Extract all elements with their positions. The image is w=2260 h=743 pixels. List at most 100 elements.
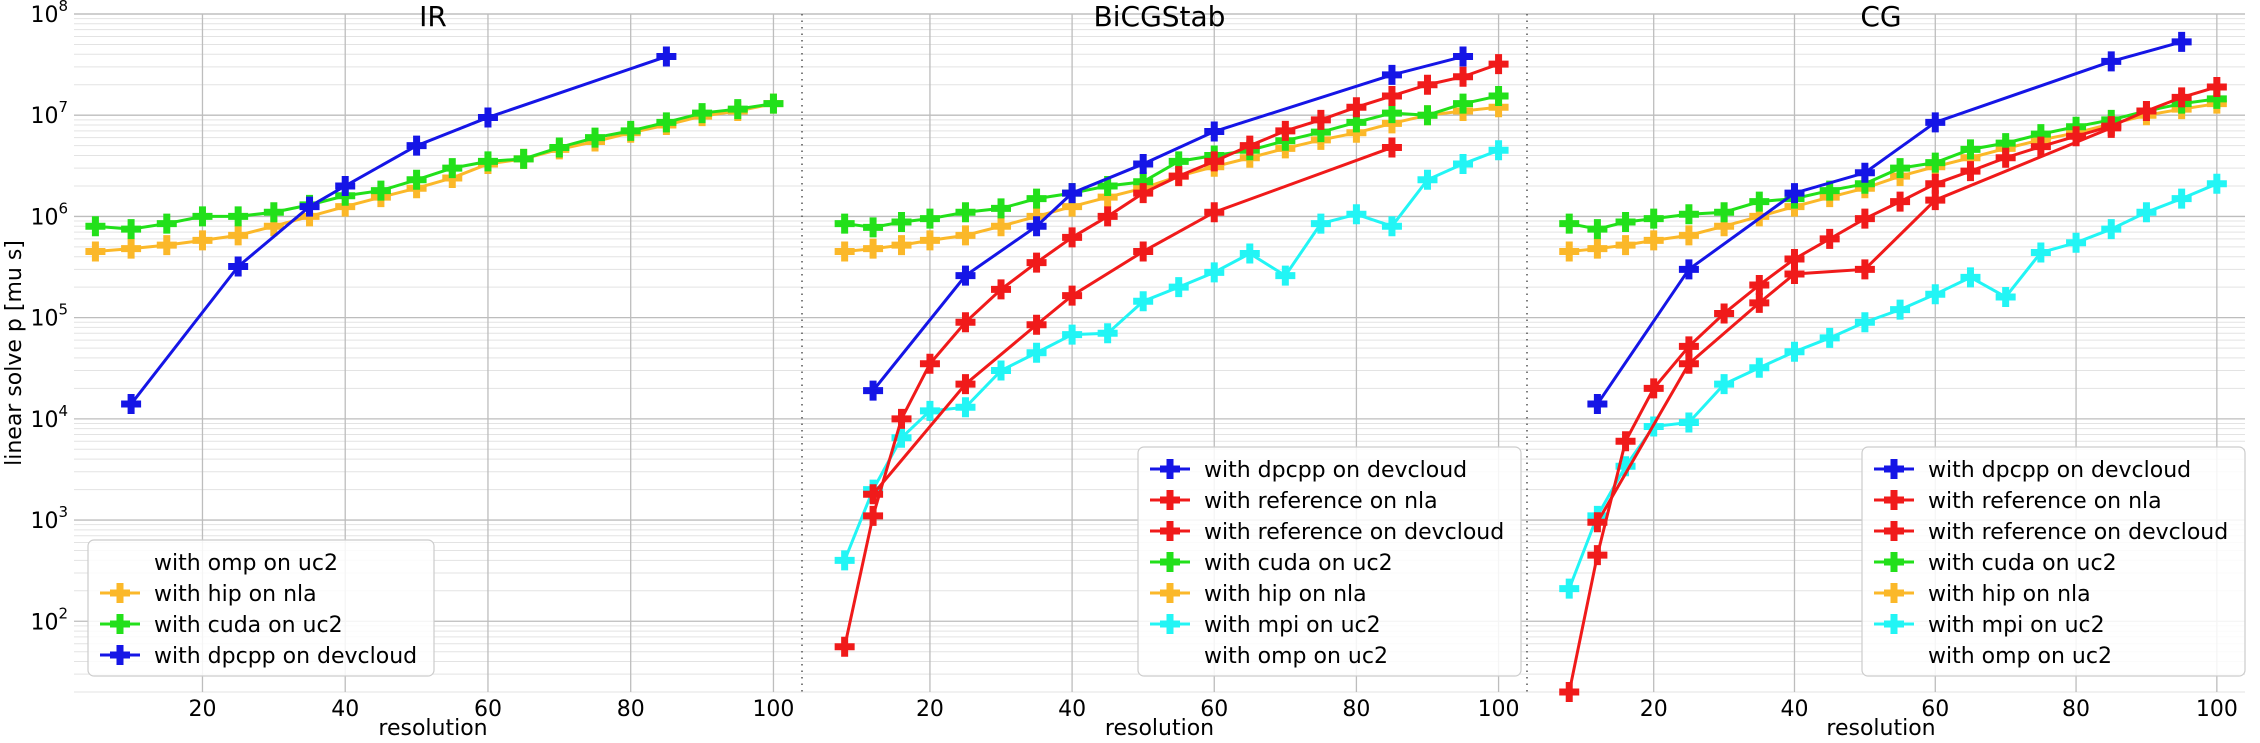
data-point bbox=[1678, 259, 1699, 280]
data-point bbox=[121, 394, 142, 415]
data-point bbox=[1381, 216, 1402, 237]
legend-item: with reference on devcloud bbox=[1874, 520, 2228, 545]
data-point bbox=[834, 213, 855, 234]
legend-swatch-marker bbox=[1884, 583, 1904, 603]
data-point bbox=[2066, 232, 2087, 253]
data-point bbox=[1310, 213, 1331, 234]
series-with-mpi-on-uc2 bbox=[834, 140, 1509, 571]
legend: with omp on uc2 with hip on nla with cuda … bbox=[87, 539, 435, 677]
data-point bbox=[1784, 263, 1805, 284]
data-point bbox=[370, 180, 391, 201]
legend-item: with hip on nla bbox=[1874, 582, 2091, 607]
data-point bbox=[121, 238, 142, 259]
data-point bbox=[1026, 188, 1047, 209]
legend-label: with omp on uc2 bbox=[154, 551, 338, 576]
data-point bbox=[1417, 74, 1438, 95]
legend-label: with cuda on uc2 bbox=[1928, 551, 2117, 576]
legend-swatch-marker bbox=[1160, 583, 1180, 603]
legend-label: with cuda on uc2 bbox=[154, 613, 343, 638]
y-tick-label: 107 bbox=[30, 98, 68, 129]
data-point bbox=[1925, 190, 1946, 211]
series-with-cuda-on-uc2 bbox=[834, 85, 1509, 238]
data-point bbox=[1960, 267, 1981, 288]
data-point bbox=[1062, 324, 1083, 345]
data-point bbox=[863, 217, 884, 238]
data-point bbox=[1995, 147, 2016, 168]
data-point bbox=[955, 202, 976, 223]
data-point bbox=[1133, 153, 1154, 174]
data-point bbox=[1615, 431, 1636, 452]
data-point bbox=[1749, 191, 1770, 212]
data-point bbox=[1417, 169, 1438, 190]
legend-label: with reference on nla bbox=[1204, 489, 1438, 514]
data-point bbox=[2101, 117, 2122, 138]
legend-swatch-marker bbox=[1884, 459, 1904, 479]
legend-item: with omp on uc2 bbox=[1928, 644, 2112, 669]
data-point bbox=[1168, 166, 1189, 187]
series-line bbox=[129, 55, 667, 405]
data-point bbox=[513, 148, 534, 169]
legend-swatch-marker bbox=[1884, 614, 1904, 634]
data-point bbox=[1587, 219, 1608, 240]
data-point bbox=[1714, 374, 1735, 395]
data-point bbox=[1925, 112, 1946, 133]
data-point bbox=[2171, 87, 2192, 108]
data-point bbox=[1643, 230, 1664, 251]
data-point bbox=[2206, 76, 2227, 97]
legend-item: with mpi on uc2 bbox=[1150, 613, 1381, 638]
legend-swatch-marker bbox=[1884, 490, 1904, 510]
legend: with dpcpp on devcloud with reference on … bbox=[1137, 446, 1522, 677]
legend-item: with hip on nla bbox=[1150, 582, 1367, 607]
data-point bbox=[1587, 512, 1608, 533]
data-point bbox=[834, 636, 855, 657]
data-point bbox=[2136, 202, 2157, 223]
data-point bbox=[1310, 109, 1331, 130]
data-point bbox=[1381, 137, 1402, 158]
data-point bbox=[1559, 241, 1580, 262]
data-point bbox=[1453, 66, 1474, 87]
data-point bbox=[834, 241, 855, 262]
data-point bbox=[955, 225, 976, 246]
x-tick-label: 20 bbox=[1640, 697, 1668, 722]
data-point bbox=[1097, 323, 1118, 344]
data-point bbox=[1204, 202, 1225, 223]
x-tick-label: 60 bbox=[1921, 697, 1949, 722]
legend-item: with mpi on uc2 bbox=[1874, 613, 2105, 638]
legend-swatch-marker bbox=[110, 614, 130, 634]
series-with-reference-on-nla bbox=[834, 54, 1509, 657]
data-point bbox=[2171, 31, 2192, 52]
legend-label: with cuda on uc2 bbox=[1204, 551, 1393, 576]
data-point bbox=[1026, 342, 1047, 363]
series-with-reference-on-devcloud bbox=[1587, 117, 2122, 533]
data-point bbox=[1995, 286, 2016, 307]
data-point bbox=[1133, 183, 1154, 204]
legend-item: with cuda on uc2 bbox=[1150, 551, 1393, 576]
data-point bbox=[263, 202, 284, 223]
series-layer bbox=[834, 46, 1509, 657]
data-point bbox=[477, 151, 498, 172]
data-point bbox=[1488, 54, 1509, 75]
data-point bbox=[549, 137, 570, 158]
data-point bbox=[863, 505, 884, 526]
data-point bbox=[919, 230, 940, 251]
panel-bicgstab: 20 40 60 80 100 resolution BiCGStab with dpcpp … bbox=[801, 0, 1527, 741]
data-point bbox=[1453, 153, 1474, 174]
series-layer bbox=[85, 46, 784, 415]
data-point bbox=[1643, 208, 1664, 229]
data-point bbox=[1819, 327, 1840, 348]
data-point bbox=[955, 374, 976, 395]
data-point bbox=[1381, 103, 1402, 124]
data-point bbox=[1381, 64, 1402, 85]
data-point bbox=[156, 235, 177, 256]
data-point bbox=[1204, 262, 1225, 283]
legend-swatch-marker bbox=[110, 583, 130, 603]
data-point bbox=[1559, 578, 1580, 599]
series-with-reference-on-devcloud bbox=[863, 137, 1402, 505]
legend-label: with mpi on uc2 bbox=[1928, 613, 2105, 638]
legend-item: with omp on uc2 bbox=[154, 551, 338, 576]
data-point bbox=[1417, 105, 1438, 126]
data-point bbox=[620, 120, 641, 141]
data-point bbox=[863, 484, 884, 505]
data-point bbox=[1678, 412, 1699, 433]
